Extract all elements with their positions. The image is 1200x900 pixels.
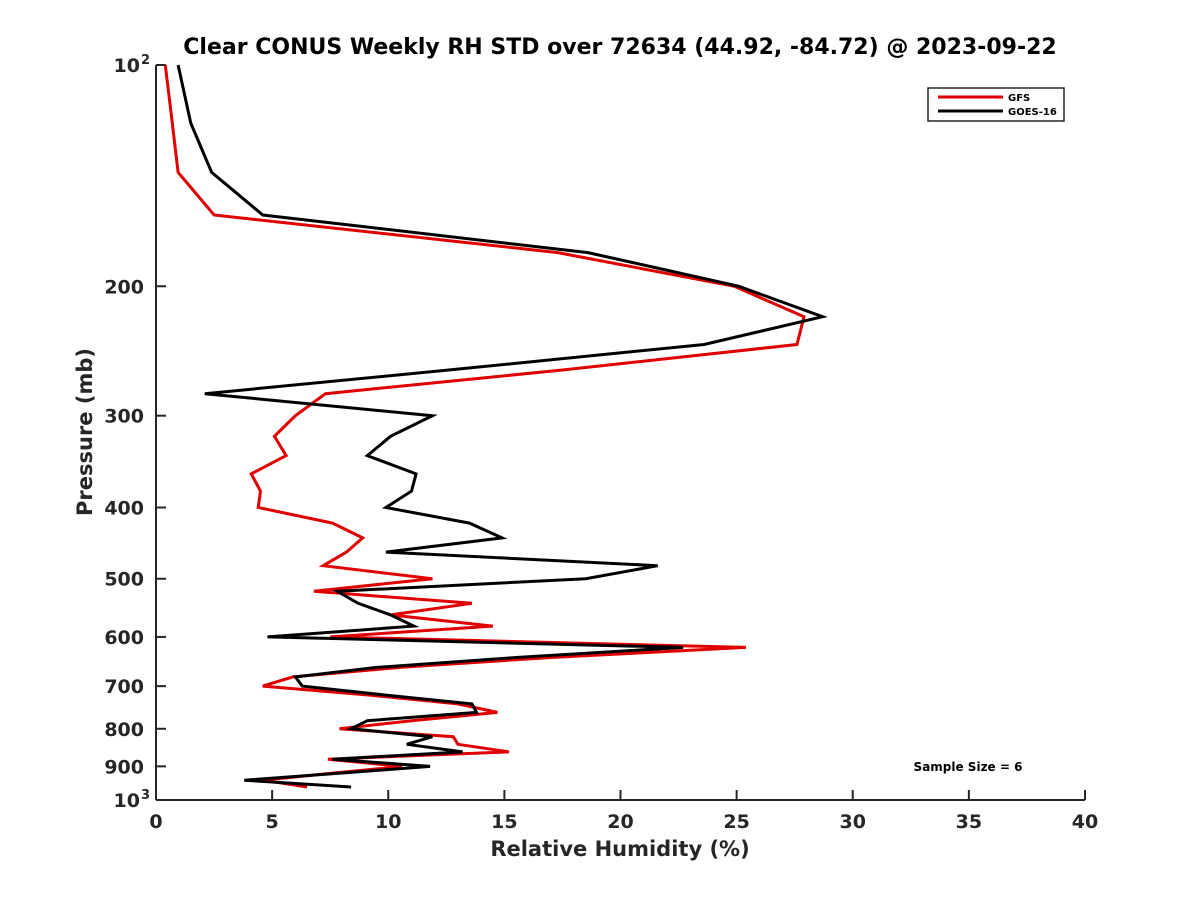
y-tick-label: 500	[104, 569, 144, 591]
x-tick-label: 10	[375, 811, 401, 833]
y-tick-label: 10	[114, 790, 140, 812]
legend-label-goes16: GOES-16	[1008, 107, 1057, 118]
legend-label-gfs: GFS	[1008, 93, 1030, 104]
y-tick-exponent: 3	[141, 788, 150, 803]
sample-size-annotation: Sample Size = 6	[914, 760, 1023, 774]
x-tick-label: 30	[840, 811, 866, 833]
y-tick-label: 700	[104, 676, 144, 698]
x-tick-label: 25	[723, 811, 749, 833]
y-axis-label: Pressure (mb)	[73, 348, 97, 516]
y-tick-label: 200	[104, 276, 144, 298]
chart-title: Clear CONUS Weekly RH STD over 72634 (44…	[183, 35, 1056, 60]
x-tick-label: 15	[491, 811, 517, 833]
series-layer	[163, 64, 828, 789]
x-tick-label: 20	[607, 811, 633, 833]
legend: GFS GOES-16	[927, 87, 1065, 122]
x-tick-label: 40	[1072, 811, 1098, 833]
x-tick-label: 35	[956, 811, 982, 833]
series-line-goes16	[176, 64, 828, 789]
x-axis-label: Relative Humidity (%)	[490, 837, 749, 861]
y-tick-label: 400	[104, 498, 144, 520]
legend-box	[927, 87, 1065, 122]
y-tick-exponent: 2	[141, 53, 150, 68]
y-tick-label: 800	[104, 719, 144, 741]
y-tick-label: 300	[104, 406, 144, 428]
series-line-gfs	[163, 64, 806, 789]
y-tick-label: 900	[104, 756, 144, 778]
x-tick-label: 5	[266, 811, 279, 833]
y-tick-label: 600	[104, 627, 144, 649]
x-tick-label: 0	[149, 811, 162, 833]
y-tick-label: 10	[114, 55, 140, 77]
